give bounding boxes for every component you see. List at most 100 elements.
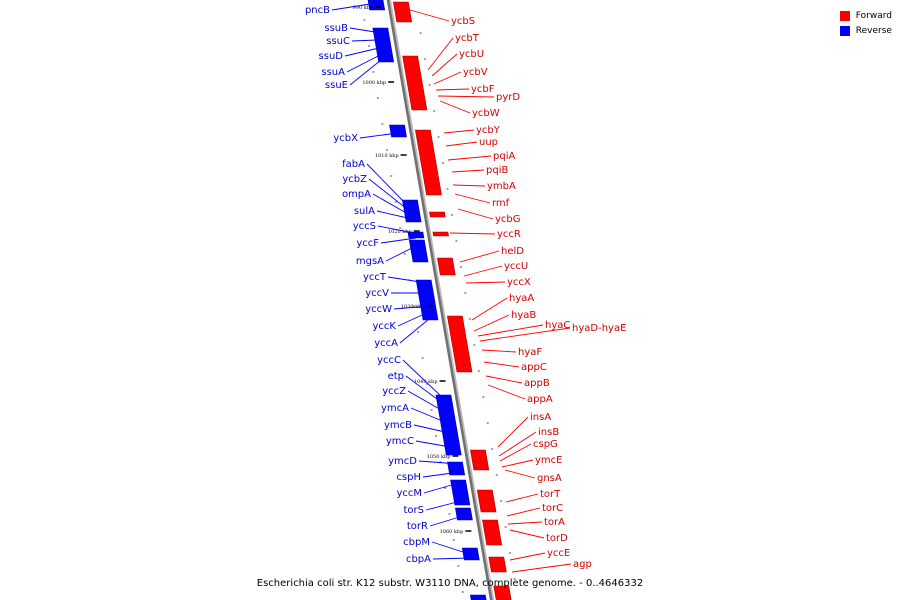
reverse-leader-line xyxy=(429,514,467,527)
reverse-gene-label: pncB xyxy=(305,5,330,16)
forward-leader-line xyxy=(477,324,544,337)
reverse-gene-label: ycbX xyxy=(333,133,358,144)
forward-gene-label: ymbA xyxy=(487,181,516,192)
reverse-gene-label: yccS xyxy=(353,221,376,232)
forward-leader-line xyxy=(445,141,478,147)
reverse-leader-line xyxy=(349,59,382,86)
reverse-gene-label: torS xyxy=(404,505,425,516)
reverse-gene-label: yccW xyxy=(365,304,392,315)
forward-gene-label: torT xyxy=(540,489,561,500)
reverse-gene-label: cbpM xyxy=(403,537,430,548)
forward-gene-block xyxy=(429,211,446,218)
forward-gene-block xyxy=(476,489,497,513)
reverse-leader-line xyxy=(393,305,431,310)
reverse-gene-block xyxy=(407,231,425,239)
reverse-leader-line xyxy=(423,481,463,494)
forward-gene-label: pqiB xyxy=(486,165,508,176)
reverse-gene-label: ycbZ xyxy=(342,174,367,185)
forward-gene-label: insB xyxy=(538,427,559,438)
forward-gene-label: insA xyxy=(530,412,551,423)
reverse-gene-label: ssuA xyxy=(321,67,345,78)
reverse-gene-label: ssuB xyxy=(324,23,348,34)
reverse-gene-label: sulA xyxy=(354,206,375,217)
forward-gene-block xyxy=(415,129,442,196)
legend-reverse-label: Reverse xyxy=(855,25,892,36)
forward-leader-line xyxy=(427,37,454,71)
scale-tick-label: 1060 kbp xyxy=(440,529,464,535)
reverse-gene-label: yccK xyxy=(373,321,397,332)
forward-gene-label: hyaD-hyaE xyxy=(572,323,626,334)
reverse-gene-block xyxy=(372,27,395,63)
reverse-gene-label: fabA xyxy=(342,159,365,170)
reverse-gene-label: yccA xyxy=(374,338,398,349)
forward-leader-line xyxy=(451,169,485,173)
reverse-gene-label: ymcA xyxy=(381,403,409,414)
forward-gene-label: torC xyxy=(542,503,563,514)
reverse-gene-label: cspH xyxy=(396,472,421,483)
forward-gene-block xyxy=(493,585,512,600)
forward-leader-line xyxy=(509,529,545,539)
reverse-leader-line xyxy=(387,276,428,284)
reverse-leader-line xyxy=(377,225,415,234)
reverse-leader-line xyxy=(385,243,421,262)
forward-gene-label: torD xyxy=(546,533,568,544)
forward-leader-line xyxy=(447,155,492,161)
forward-gene-label: uup xyxy=(479,137,498,148)
legend-forward-label: Forward xyxy=(855,10,892,21)
forward-leader-line xyxy=(505,493,539,503)
reverse-leader-line xyxy=(372,193,409,215)
reverse-leader-line xyxy=(349,27,376,33)
forward-leader-line xyxy=(511,563,572,573)
forward-leader-line xyxy=(402,7,450,22)
forward-gene-label: ycbT xyxy=(455,33,480,44)
reverse-leader-line xyxy=(415,440,457,449)
forward-leader-line xyxy=(487,384,526,400)
reverse-leader-line xyxy=(359,132,399,139)
reverse-gene-label: yccT xyxy=(363,272,387,283)
reverse-gene-label: ymcD xyxy=(388,456,417,467)
forward-gene-label: hyaA xyxy=(509,293,534,304)
reverse-leader-line xyxy=(376,210,413,220)
forward-gene-label: hyaF xyxy=(518,347,542,358)
forward-gene-label: pqiA xyxy=(493,151,515,162)
reverse-leader-line xyxy=(431,541,467,554)
forward-gene-label: ycbG xyxy=(495,214,521,225)
forward-gene-label: yccE xyxy=(547,548,570,559)
forward-gene-label: cspG xyxy=(533,439,558,450)
reverse-gene-label: torR xyxy=(407,521,428,532)
reverse-leader-line xyxy=(331,3,371,11)
reverse-gene-label: cbpA xyxy=(406,554,431,565)
legend: Forward Reverse xyxy=(839,8,892,38)
forward-leader-line xyxy=(479,327,571,342)
scale-tick-label: 990 kbp xyxy=(353,5,374,11)
forward-gene-label: appA xyxy=(527,394,553,405)
forward-gene-block xyxy=(482,519,503,546)
forward-gene-label: pyrD xyxy=(496,92,520,103)
forward-gene-label: ycbY xyxy=(476,125,501,136)
reverse-gene-block xyxy=(450,479,471,506)
forward-gene-label: yccX xyxy=(507,277,531,288)
genome-caption: Escherichia coli str. K12 substr. W3110 … xyxy=(256,578,644,589)
reverse-gene-label: ymcC xyxy=(386,436,414,447)
reverse-leader-line xyxy=(402,359,444,399)
reverse-gene-label: etp xyxy=(388,371,404,382)
forward-gene-label: yccR xyxy=(497,229,521,240)
forward-gene-label: hyaB xyxy=(511,310,536,321)
forward-gene-label: torA xyxy=(544,517,565,528)
forward-gene-block xyxy=(446,315,473,373)
forward-leader-line xyxy=(452,184,486,187)
legend-reverse: Reverse xyxy=(839,23,892,38)
reverse-gene-block xyxy=(447,461,466,476)
forward-leader-line xyxy=(499,443,532,462)
chromosome-axis xyxy=(386,0,493,600)
forward-gene-label: ycbF xyxy=(471,84,495,95)
forward-leader-line xyxy=(431,53,458,77)
forward-leader-line xyxy=(449,232,496,235)
scale-tick-label: 1050 kbp xyxy=(427,454,451,460)
forward-leader-line xyxy=(483,361,520,368)
forward-leader-line xyxy=(435,88,470,91)
reverse-gene-block xyxy=(408,239,429,263)
forward-leader-line xyxy=(459,250,500,263)
reverse-gene-label: yccV xyxy=(365,288,389,299)
